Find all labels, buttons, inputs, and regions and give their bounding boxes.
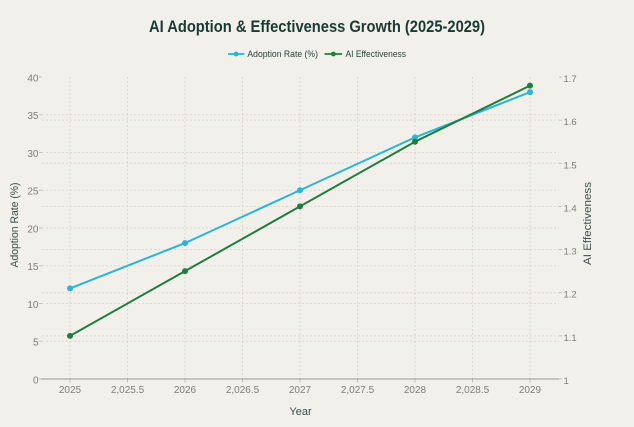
svg-text:10: 10 — [27, 300, 39, 311]
svg-text:AI Effectiveness: AI Effectiveness — [346, 49, 407, 60]
svg-text:AI Effectiveness: AI Effectiveness — [582, 181, 594, 265]
svg-text:2,025.5: 2,025.5 — [111, 385, 145, 396]
svg-text:2,028.5: 2,028.5 — [456, 385, 490, 396]
svg-text:1.5: 1.5 — [564, 160, 577, 171]
svg-text:15: 15 — [27, 262, 39, 273]
svg-text:0: 0 — [33, 375, 39, 386]
svg-text:2028: 2028 — [404, 385, 427, 396]
svg-text:40: 40 — [27, 73, 39, 84]
svg-text:2029: 2029 — [519, 385, 542, 396]
svg-text:1.7: 1.7 — [564, 74, 577, 85]
svg-text:5: 5 — [33, 338, 39, 349]
svg-text:2027: 2027 — [289, 385, 312, 396]
svg-text:Adoption Rate (%): Adoption Rate (%) — [247, 49, 318, 60]
svg-text:1.3: 1.3 — [564, 247, 577, 258]
svg-text:2,026.5: 2,026.5 — [226, 385, 260, 396]
svg-text:2025: 2025 — [59, 385, 82, 396]
svg-text:1.6: 1.6 — [564, 117, 577, 128]
svg-text:1.4: 1.4 — [564, 203, 577, 214]
svg-text:1: 1 — [564, 376, 569, 387]
svg-text:Year: Year — [289, 406, 312, 418]
svg-text:Adoption Rate (%): Adoption Rate (%) — [9, 183, 21, 268]
svg-text:20: 20 — [27, 224, 39, 235]
svg-text:30: 30 — [27, 149, 39, 160]
svg-text:1.1: 1.1 — [564, 333, 577, 344]
svg-text:1.2: 1.2 — [564, 290, 577, 301]
svg-text:35: 35 — [27, 111, 39, 122]
svg-text:25: 25 — [27, 187, 39, 198]
svg-text:2026: 2026 — [174, 385, 197, 396]
svg-text:AI Adoption & Effectiveness Gr: AI Adoption & Effectiveness Growth (2025… — [149, 17, 485, 36]
svg-text:2,027.5: 2,027.5 — [341, 385, 375, 396]
